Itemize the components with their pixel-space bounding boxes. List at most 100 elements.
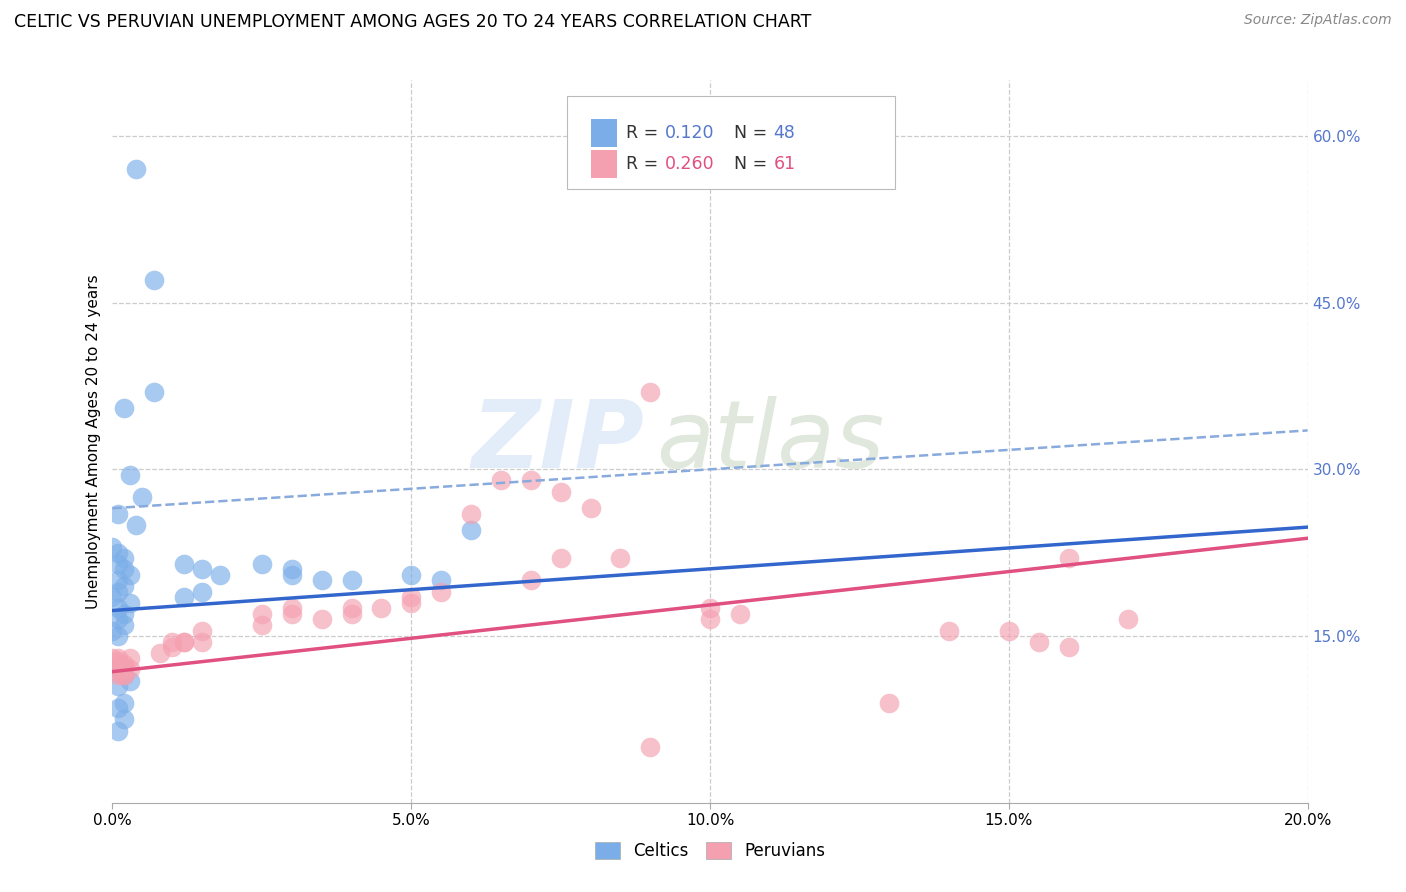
Point — [125, 517, 148, 532]
Point — [340, 607, 363, 621]
Point — [114, 618, 135, 632]
Bar — [591, 120, 617, 147]
Point — [162, 634, 183, 648]
Point — [640, 740, 662, 755]
Point — [191, 634, 214, 648]
Point — [120, 568, 142, 582]
Point — [107, 665, 129, 679]
Text: N =: N = — [734, 155, 773, 173]
Point — [107, 657, 129, 671]
Point — [114, 579, 135, 593]
Point — [114, 662, 135, 676]
Point — [107, 507, 129, 521]
Point — [520, 474, 543, 488]
Point — [120, 662, 142, 676]
Point — [460, 524, 482, 538]
Point — [311, 612, 333, 626]
Point — [998, 624, 1021, 638]
Point — [107, 679, 129, 693]
Point — [114, 668, 135, 682]
Point — [191, 584, 214, 599]
Point — [401, 596, 423, 610]
Point — [101, 540, 124, 554]
Text: 48: 48 — [773, 124, 796, 142]
Point — [107, 584, 129, 599]
Point — [699, 601, 721, 615]
Point — [114, 551, 135, 566]
Text: R =: R = — [627, 155, 664, 173]
Point — [250, 618, 273, 632]
Point — [340, 574, 363, 588]
Point — [101, 590, 124, 604]
Point — [1057, 640, 1080, 655]
Text: CELTIC VS PERUVIAN UNEMPLOYMENT AMONG AGES 20 TO 24 YEARS CORRELATION CHART: CELTIC VS PERUVIAN UNEMPLOYMENT AMONG AG… — [14, 13, 811, 31]
Point — [728, 607, 751, 621]
Point — [460, 507, 482, 521]
Point — [107, 653, 129, 667]
FancyBboxPatch shape — [567, 96, 896, 189]
Point — [173, 557, 195, 571]
Text: Source: ZipAtlas.com: Source: ZipAtlas.com — [1244, 13, 1392, 28]
Text: 0.260: 0.260 — [665, 155, 714, 173]
Point — [173, 634, 195, 648]
Point — [209, 568, 232, 582]
Point — [114, 607, 135, 621]
Point — [107, 668, 129, 682]
Point — [699, 612, 721, 626]
Point — [107, 701, 129, 715]
Point — [125, 162, 148, 177]
Point — [1028, 634, 1050, 648]
Point — [107, 629, 129, 643]
Point — [101, 651, 124, 665]
Point — [520, 574, 543, 588]
Point — [107, 601, 129, 615]
Point — [340, 601, 363, 615]
Point — [281, 568, 304, 582]
Point — [143, 384, 166, 399]
Text: ZIP: ZIP — [471, 395, 644, 488]
Point — [550, 484, 572, 499]
Point — [107, 557, 129, 571]
Point — [1118, 612, 1140, 626]
Text: 61: 61 — [773, 155, 796, 173]
Point — [107, 651, 129, 665]
Point — [120, 651, 142, 665]
Point — [131, 490, 153, 504]
Point — [114, 662, 135, 676]
Point — [281, 601, 304, 615]
Point — [401, 568, 423, 582]
Point — [149, 646, 172, 660]
Point — [114, 668, 135, 682]
Point — [879, 696, 901, 710]
Point — [107, 612, 129, 626]
Point — [250, 607, 273, 621]
Point — [401, 590, 423, 604]
Point — [173, 634, 195, 648]
Point — [143, 273, 166, 287]
Point — [370, 601, 392, 615]
Point — [640, 384, 662, 399]
Point — [107, 574, 129, 588]
Y-axis label: Unemployment Among Ages 20 to 24 years: Unemployment Among Ages 20 to 24 years — [86, 274, 101, 609]
Point — [579, 501, 602, 516]
Legend: Celtics, Peruvians: Celtics, Peruvians — [589, 835, 831, 867]
Point — [281, 607, 304, 621]
Point — [430, 574, 453, 588]
Point — [281, 562, 304, 576]
Point — [120, 467, 142, 482]
Point — [550, 551, 572, 566]
Point — [120, 596, 142, 610]
Text: N =: N = — [734, 124, 773, 142]
Point — [162, 640, 183, 655]
Text: atlas: atlas — [657, 396, 884, 487]
Point — [114, 657, 135, 671]
Point — [1057, 551, 1080, 566]
Point — [114, 713, 135, 727]
Point — [114, 562, 135, 576]
Point — [107, 723, 129, 738]
Point — [173, 590, 195, 604]
Point — [489, 474, 512, 488]
Text: 0.120: 0.120 — [665, 124, 714, 142]
Text: R =: R = — [627, 124, 664, 142]
Point — [938, 624, 960, 638]
